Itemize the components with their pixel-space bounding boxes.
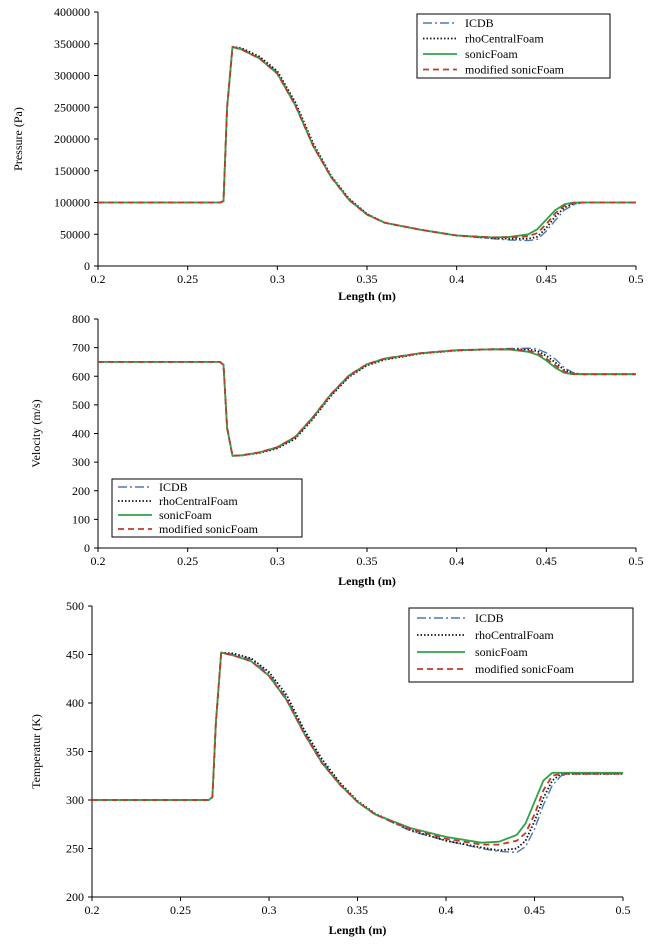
velocity-y-tick-label: 500 [72, 398, 90, 412]
velocity-x-tick-label: 0.45 [536, 554, 557, 568]
pressure-y-tick-label: 100000 [54, 196, 90, 210]
pressure-x-axis-title: Length (m) [338, 289, 396, 303]
temperature-x-tick-label: 0.4 [439, 903, 454, 917]
velocity-x-tick-label: 0.25 [177, 554, 198, 568]
temperature-legend-label: sonicFoam [475, 645, 528, 659]
pressure-y-tick-label: 300000 [54, 69, 90, 83]
temperature-legend: ICDB rhoCentralFoam sonicFoam modified soni… [408, 607, 634, 683]
temperature-y-tick-label: 250 [66, 842, 84, 856]
velocity-x-tick-label: 0.5 [629, 554, 644, 568]
velocity-legend-box [111, 478, 303, 538]
temperature-y-tick-label: 300 [66, 793, 84, 807]
pressure-x-tick-label: 0.5 [629, 272, 644, 286]
pressure-y-tick-label: 250000 [54, 100, 90, 114]
velocity-y-tick-label: 200 [72, 484, 90, 498]
pressure-y-tick-label: 50000 [60, 227, 90, 241]
temperature-x-tick-label: 0.3 [262, 903, 277, 917]
velocity-x-axis-title: Length (m) [338, 574, 396, 588]
temperature-legend-box [408, 607, 634, 683]
pressure-legend-label: rhoCentralFoam [465, 32, 544, 46]
pressure-y-tick-label: 200000 [54, 132, 90, 146]
velocity-x-tick-label: 0.4 [449, 554, 464, 568]
velocity-y-axis-title: Velocity (m/s) [29, 399, 43, 467]
temperature-legend-label: rhoCentralFoam [475, 628, 554, 642]
pressure-y-axis-title: Pressure (Pa) [11, 107, 25, 171]
velocity-legend-label: rhoCentralFoam [159, 494, 238, 508]
velocity-y-tick-label: 100 [72, 512, 90, 526]
pressure-x-tick-label: 0.45 [536, 272, 557, 286]
velocity-x-tick-label: 0.3 [270, 554, 285, 568]
temperature-x-tick-label: 0.2 [85, 903, 100, 917]
temperature-y-axis-title: Temperatur (K) [29, 714, 43, 789]
temperature-chart: 0.2 0.25 0.3 0.35 0.4 0.45 0.5 200 250 300 350 400 4… [29, 599, 634, 937]
pressure-y-tick-label: 150000 [54, 164, 90, 178]
pressure-legend-label: ICDB [465, 16, 494, 30]
temperature-x-tick-label: 0.45 [524, 903, 545, 917]
pressure-y-tick-label: 0 [84, 259, 90, 273]
temperature-y-tick-label: 200 [66, 890, 84, 904]
temperature-legend-label: ICDB [475, 611, 504, 625]
pressure-series-rhocentralfoam [98, 46, 636, 240]
pressure-y-tick-label: 350000 [54, 37, 90, 51]
pressure-x-tick-label: 0.3 [270, 272, 285, 286]
velocity-legend-label: modified sonicFoam [159, 522, 259, 536]
velocity-y-tick-label: 0 [84, 541, 90, 555]
velocity-series-sonicfoam [98, 348, 636, 457]
pressure-chart: 0.2 0.25 0.3 0.35 0.4 0.45 0.5 0 50000 100000 1500… [11, 5, 644, 303]
temperature-x-tick-label: 0.5 [616, 903, 631, 917]
velocity-y-tick-label: 300 [72, 455, 90, 469]
velocity-series-rhocentralfoam [98, 348, 636, 457]
pressure-x-tick-label: 0.25 [177, 272, 198, 286]
pressure-legend-label: modified sonicFoam [465, 63, 565, 77]
velocity-y-tick-label: 600 [72, 369, 90, 383]
velocity-chart: 0.2 0.25 0.3 0.35 0.4 0.45 0.5 0 100 200 300 400 500… [29, 312, 644, 588]
pressure-legend-box [416, 13, 611, 79]
temperature-y-tick-label: 450 [66, 648, 84, 662]
pressure-x-tick-label: 0.35 [357, 272, 378, 286]
pressure-x-tick-label: 0.4 [449, 272, 464, 286]
velocity-x-tick-label: 0.35 [357, 554, 378, 568]
velocity-legend-label: sonicFoam [159, 508, 212, 522]
temperature-y-tick-label: 500 [66, 599, 84, 613]
temperature-x-tick-label: 0.25 [170, 903, 191, 917]
velocity-y-tick-label: 800 [72, 312, 90, 326]
pressure-legend-label: sonicFoam [465, 47, 518, 61]
velocity-x-tick-label: 0.2 [91, 554, 106, 568]
velocity-y-tick-label: 400 [72, 427, 90, 441]
temperature-legend-label: modified sonicFoam [475, 662, 575, 676]
temperature-x-axis-title: Length (m) [329, 923, 387, 937]
temperature-y-tick-label: 400 [66, 696, 84, 710]
temperature-series-icdb [92, 651, 623, 854]
temperature-series-sonicfoam [92, 651, 623, 844]
pressure-series-modified-sonicfoam [98, 46, 636, 239]
velocity-y-tick-label: 700 [72, 341, 90, 355]
pressure-x-tick-label: 0.2 [91, 272, 106, 286]
pressure-y-tick-label: 400000 [54, 5, 90, 19]
velocity-legend-label: ICDB [159, 480, 188, 494]
temperature-x-tick-label: 0.35 [347, 903, 368, 917]
temperature-y-tick-label: 350 [66, 745, 84, 759]
